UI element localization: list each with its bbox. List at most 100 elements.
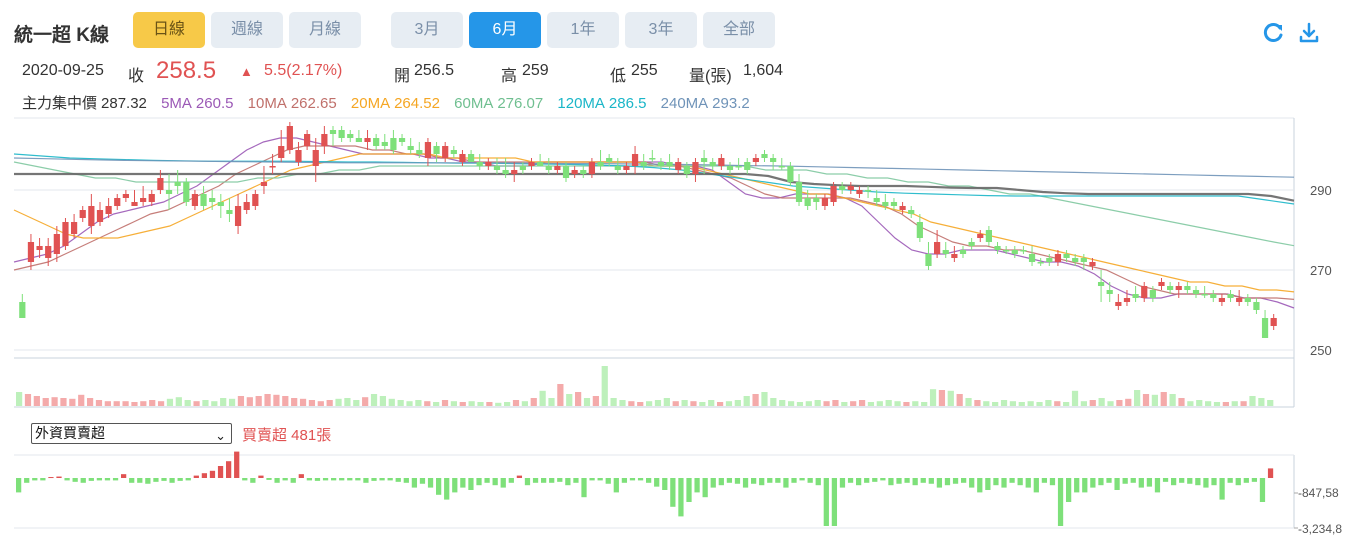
volume-bar [947,390,954,406]
candle-body [951,254,958,258]
tab-range-6m[interactable]: 6月 [469,12,541,48]
inst-bar [266,478,272,480]
volume-bar [734,400,741,406]
inst-bar [516,475,523,478]
inst-bar [492,478,498,486]
candle-body [623,166,630,170]
volume-bar [992,402,999,406]
candle-body [1097,282,1105,286]
candle-body [390,138,397,150]
candle-body [787,166,794,182]
inst-bar [856,478,862,486]
inst-bar [379,478,385,481]
candle-body [726,166,734,170]
volume-bar [149,400,156,406]
inst-bar [355,478,361,481]
inst-bar [1122,478,1128,484]
inst-bar [1025,478,1031,488]
inst-bar [395,478,401,482]
inst-bar [314,478,321,481]
inst-bar [96,478,103,481]
candle-body [1115,302,1122,306]
candle-body [1201,294,1208,296]
candle-body [295,150,302,162]
candle-body [191,194,199,206]
inst-bar [1066,478,1072,502]
volume-bar [1036,402,1043,406]
inst-bar [823,478,829,526]
candle-body [1003,250,1010,252]
tab-monthly[interactable]: 月線 [289,12,361,48]
candle-body [1167,286,1174,290]
candle-body [79,210,86,218]
volume-bar [557,384,564,406]
inst-bar [226,461,232,478]
volume-bar [672,401,679,406]
refresh-icon[interactable] [1263,22,1285,44]
candle-body [571,170,578,174]
volume-bar [628,401,635,406]
volume-bar [690,401,697,406]
candle-body [373,138,380,146]
inst-bar [1106,478,1112,483]
tab-range-all[interactable]: 全部 [703,12,775,48]
candle-body [1080,258,1087,262]
y-tick-label: 270 [1310,263,1332,278]
candle-body [752,158,759,162]
volume-bar [858,400,866,406]
volume-bar [814,400,821,406]
inst-bar [48,477,54,479]
volume-bar [60,398,67,406]
volume-bar [1009,401,1017,406]
inst-bar [1219,478,1225,500]
tab-weekly[interactable]: 週線 [211,12,283,48]
candle-body [959,250,967,254]
volume-bar [1134,390,1141,406]
tab-range-3m[interactable]: 3月 [391,12,463,48]
candle-body [70,222,78,234]
inst-bar [928,478,934,484]
volume-bar [787,401,795,406]
volume-bar [157,401,165,406]
volume-bar [193,401,200,406]
inst-bar [1009,478,1015,483]
download-icon[interactable] [1298,22,1320,44]
candle-body [1218,298,1226,302]
inst-bar [40,478,46,481]
inst-bar [936,478,943,488]
tab-range-1y[interactable]: 1年 [547,12,619,48]
candle-body [485,162,492,166]
ma240-value: 293.2 [712,95,750,112]
inst-bar [977,478,983,493]
tab-daily[interactable]: 日線 [133,12,205,48]
candle-body [1210,294,1217,298]
inst-bar [1203,478,1209,488]
inst-bar [1001,478,1007,488]
candle-body [243,202,250,210]
volume-bar [317,401,324,406]
inst-bar [1049,478,1056,486]
candle-body [873,198,880,202]
volume-bar [86,398,94,406]
inst-bar [702,478,708,498]
volume-bar [539,390,546,406]
candle-body [597,162,604,166]
inst-bar [387,478,393,481]
volume-bar [1089,400,1096,406]
inst-bar [718,478,724,486]
tab-range-3y[interactable]: 3年 [625,12,697,48]
volume-bar [353,400,360,406]
inst-bar [662,478,668,490]
volume-bar [326,400,333,406]
candle-body [467,154,475,162]
ma5-value: 260.5 [195,95,234,112]
inst-bar [549,478,555,483]
candle-body [804,198,811,206]
inst-bar [185,478,191,481]
candle-body [908,210,915,214]
institutional-select[interactable]: 外資買賣超 ⌄ [31,423,232,444]
candle-body [338,130,345,138]
candle-body [1261,318,1269,338]
